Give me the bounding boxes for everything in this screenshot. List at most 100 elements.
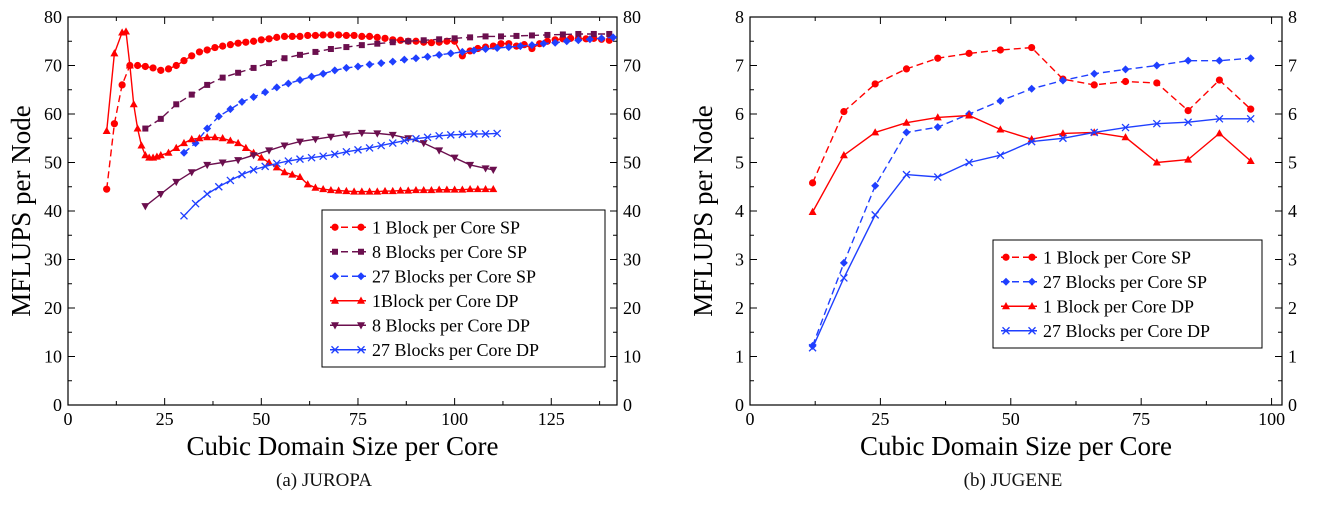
data-point (157, 115, 164, 122)
data-point (326, 185, 335, 194)
y-tick-label-right: 8 (1288, 7, 1297, 27)
data-point (458, 185, 467, 193)
y-tick-label: 20 (44, 298, 62, 318)
data-point (933, 173, 942, 182)
data-point (272, 163, 281, 171)
data-point (1184, 155, 1193, 163)
series-1-block-per-core-sp (103, 31, 613, 193)
data-point (606, 30, 613, 37)
legend-marker (1028, 326, 1036, 335)
data-point (118, 81, 126, 89)
y-tick-label-right: 7 (1288, 56, 1297, 76)
data-point (272, 83, 281, 92)
data-point (203, 124, 212, 133)
data-point (288, 170, 297, 178)
data-point (195, 48, 204, 56)
data-point (1184, 107, 1192, 115)
data-point (350, 187, 359, 195)
data-point (396, 36, 405, 44)
data-point (1058, 76, 1067, 85)
data-point (902, 65, 911, 73)
x-tick-label: 25 (871, 409, 889, 429)
data-point (327, 31, 335, 39)
x-tick-label: 50 (252, 409, 270, 429)
data-point (335, 31, 343, 39)
legend-marker (331, 223, 339, 231)
x-tick-label: 100 (441, 409, 468, 429)
data-point (1184, 118, 1193, 127)
y-tick-label: 10 (44, 347, 62, 367)
data-point (1246, 114, 1255, 123)
legend-marker (1028, 277, 1036, 286)
data-point (405, 38, 412, 45)
data-point (419, 140, 428, 148)
data-point (353, 62, 362, 71)
y-tick-label: 2 (735, 298, 744, 318)
data-point (179, 148, 188, 157)
data-point (296, 32, 304, 41)
y-tick-label-right: 0 (1288, 395, 1297, 415)
y-tick-label: 80 (44, 7, 62, 27)
data-point (342, 63, 351, 72)
y-tick-label-right: 6 (1288, 104, 1297, 124)
y-tick-label: 7 (735, 56, 744, 76)
data-point (311, 136, 320, 144)
data-point (121, 27, 130, 35)
data-point (1246, 156, 1255, 165)
data-point (342, 131, 351, 139)
data-point (358, 42, 365, 49)
data-point (110, 49, 119, 57)
data-point (373, 130, 382, 138)
data-point (435, 185, 444, 193)
legend-marker (357, 345, 365, 354)
y-tick-label: 30 (44, 250, 62, 270)
y-tick-label: 0 (735, 395, 744, 415)
data-point (965, 158, 974, 167)
data-point (377, 59, 386, 68)
data-point (156, 191, 165, 199)
data-point (357, 187, 366, 195)
data-point (497, 40, 505, 48)
series-line (811, 114, 1252, 213)
data-point (218, 159, 227, 167)
data-point (1090, 128, 1099, 137)
y-tick-label: 50 (44, 153, 62, 173)
data-point (427, 185, 436, 194)
data-point (1153, 79, 1161, 87)
legend-entry: 27 Blocks per Core DP (372, 340, 539, 360)
legend-marker (1002, 277, 1010, 286)
data-point (381, 34, 389, 42)
data-point (1215, 129, 1224, 137)
data-point (933, 123, 942, 132)
data-point (172, 61, 180, 70)
data-point (273, 33, 281, 41)
data-point (249, 152, 258, 160)
data-point (423, 133, 432, 142)
data-point (411, 134, 420, 143)
legend-entry: 27 Blocks per Core DP (1043, 321, 1210, 341)
legend-entry: 27 Blocks per Core SP (1043, 272, 1207, 292)
data-point (203, 46, 211, 54)
data-point (528, 32, 535, 39)
data-point (400, 55, 409, 64)
data-point (559, 31, 566, 38)
data-point (388, 186, 397, 195)
data-point (195, 134, 204, 142)
data-point (442, 185, 451, 193)
legend-entry: 8 Blocks per Core DP (372, 315, 530, 335)
data-point (237, 97, 246, 106)
data-point (249, 165, 258, 174)
data-point (226, 136, 235, 144)
data-point (157, 66, 165, 74)
data-point (489, 166, 498, 174)
data-point (219, 42, 227, 50)
data-point (284, 79, 293, 88)
data-point (458, 130, 467, 139)
data-point (1152, 158, 1161, 166)
data-point (871, 210, 880, 219)
data-point (265, 35, 273, 43)
series-line (144, 132, 494, 207)
legend-marker (332, 248, 338, 255)
data-point (142, 125, 149, 132)
data-point (307, 72, 316, 81)
